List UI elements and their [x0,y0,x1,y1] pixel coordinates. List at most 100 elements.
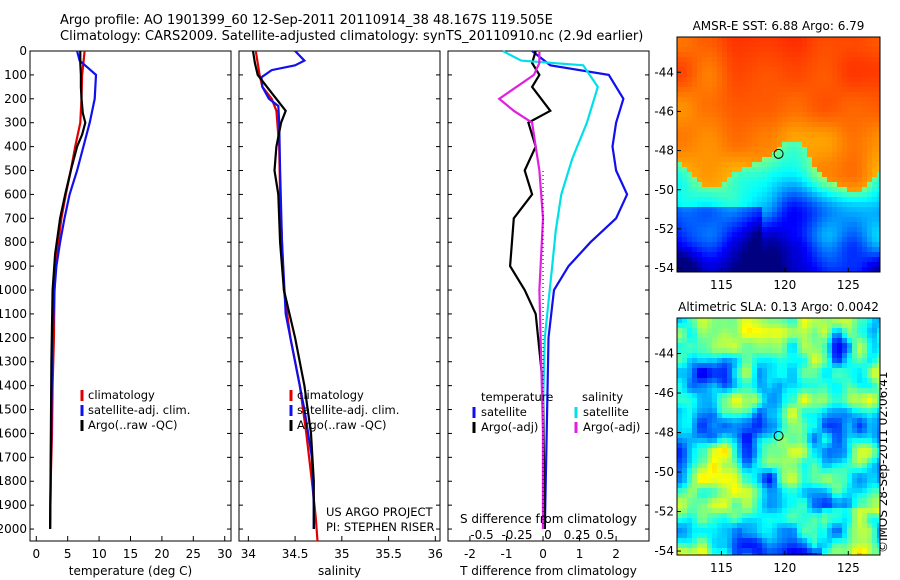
heatmap-cell [862,408,867,413]
heatmap-cell [737,333,742,338]
heatmap-cell [732,338,737,343]
heatmap-cell [747,418,752,423]
heatmap-cell [862,192,867,197]
heatmap-cell [792,553,797,555]
heatmap-cell [727,553,732,555]
heatmap-cell [862,202,867,207]
heatmap-cell [687,473,692,478]
heatmap-cell [812,137,817,142]
heatmap-cell [797,42,802,47]
heatmap-cell [787,172,792,177]
heatmap-cell [832,152,837,157]
x-axis-label-top: S difference from climatology [460,512,637,526]
heatmap-cell [682,47,687,52]
heatmap-cell [747,242,752,247]
heatmap-cell [782,413,787,418]
heatmap-cell [712,538,717,543]
heatmap-cell [752,548,757,553]
heatmap-cell [802,418,807,423]
x-tick-label: 1 [576,547,584,561]
heatmap-cell [822,388,827,393]
heatmap-cell [837,107,842,112]
heatmap-cell [737,548,742,553]
heatmap-cell [777,247,782,252]
series-line-satellite [502,50,600,529]
heatmap-cell [792,97,797,102]
x-tick-label: 5 [64,547,72,561]
heatmap-cell [847,423,852,428]
heatmap-cell [762,468,767,473]
heatmap-cell [747,323,752,328]
heatmap-cell [682,152,687,157]
heatmap-cell [772,348,777,353]
heatmap-cell [867,202,872,207]
heatmap-cell [742,453,747,458]
heatmap-cell [697,267,702,272]
heatmap-cell [827,247,832,252]
heatmap-cell [772,548,777,553]
heatmap-cell [777,57,782,62]
heatmap-cell [752,528,757,533]
heatmap-cell [762,52,767,57]
heatmap-cell [807,423,812,428]
heatmap-cell [822,498,827,503]
heatmap-cell [802,453,807,458]
heatmap-cell [687,458,692,463]
heatmap-cell [862,212,867,217]
heatmap-cell [747,398,752,403]
heatmap-cell [682,52,687,57]
heatmap-cell [857,227,862,232]
heatmap-cell [747,72,752,77]
heatmap-cell [707,172,712,177]
heatmap-cell [717,107,722,112]
heatmap-cell [752,52,757,57]
heatmap-cell [797,82,802,87]
heatmap-cell [757,97,762,102]
heatmap-cell [712,177,717,182]
heatmap-cell [737,343,742,348]
heatmap-cell [732,513,737,518]
heatmap-cell [812,498,817,503]
heatmap-cell [742,82,747,87]
heatmap-cell [872,42,877,47]
heatmap-cell [717,413,722,418]
heatmap-cell [762,523,767,528]
heatmap-cell [697,413,702,418]
heatmap-cell [862,428,867,433]
heatmap-cell [737,242,742,247]
heatmap-cell [712,267,717,272]
heatmap-cell [767,403,772,408]
heatmap-cell [777,443,782,448]
heatmap-cell [812,478,817,483]
heatmap-cell [837,428,842,433]
heatmap-cell [807,207,812,212]
heatmap-cell [762,127,767,132]
heatmap-cell [767,92,772,97]
heatmap-cell [822,548,827,553]
heatmap-cell [682,137,687,142]
heatmap-cell [867,498,872,503]
heatmap-cell [797,137,802,142]
heatmap-cell [857,368,862,373]
heatmap-cell [762,418,767,423]
heatmap-cell [747,478,752,483]
heatmap-cell [687,453,692,458]
heatmap-cell [732,82,737,87]
heatmap-cell [727,232,732,237]
heatmap-cell [717,343,722,348]
heatmap-cell [837,187,842,192]
heatmap-cell [842,388,847,393]
heatmap-cell [872,247,877,252]
heatmap-cell [862,82,867,87]
heatmap-cell [717,398,722,403]
heatmap-cell [692,488,697,493]
heatmap-cell [862,177,867,182]
heatmap-cell [767,468,772,473]
heatmap-cell [742,192,747,197]
heatmap-cell [797,323,802,328]
heatmap-cell [847,222,852,227]
heatmap-cell [802,167,807,172]
heatmap-cell [777,257,782,262]
heatmap-cell [767,413,772,418]
heatmap-cell [862,523,867,528]
